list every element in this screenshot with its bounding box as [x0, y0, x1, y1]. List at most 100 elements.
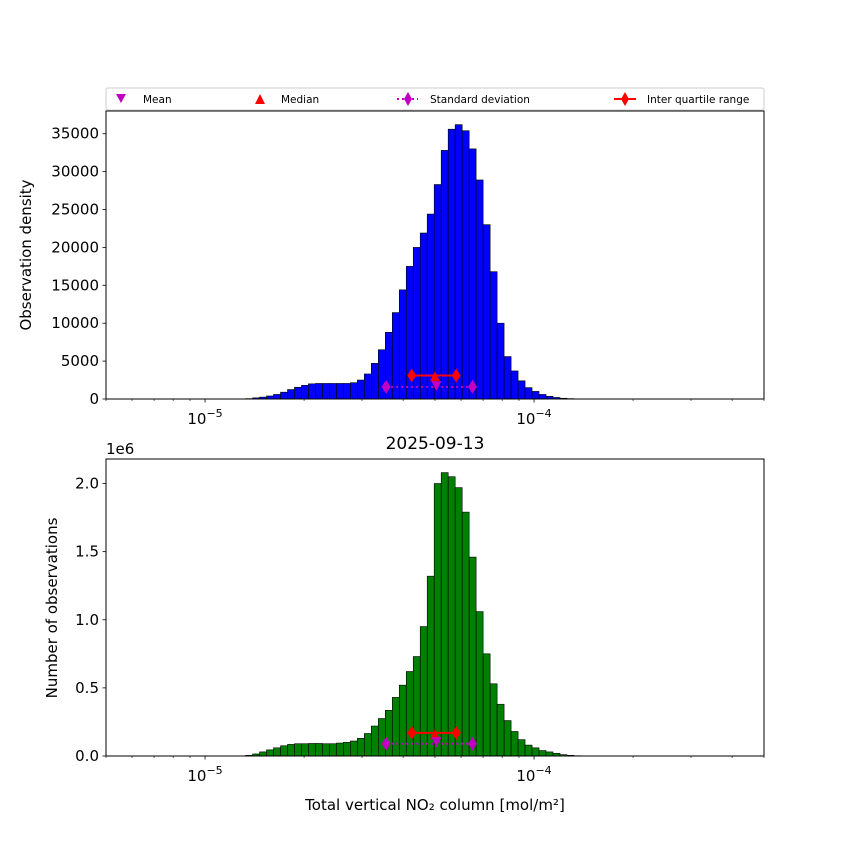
count-bar — [336, 742, 344, 757]
density-bars — [245, 124, 582, 400]
count-bar — [343, 742, 351, 757]
density-bar — [426, 213, 435, 400]
count-x-ticks: 10−5 10−4 — [105, 756, 765, 785]
density-median-marker — [430, 371, 440, 382]
count-bar — [329, 743, 337, 757]
density-bar — [301, 385, 309, 400]
count-bar — [524, 744, 533, 757]
density-y-tick-label: 15000 — [51, 276, 99, 294]
density-bar — [350, 382, 358, 400]
count-y-tick-label: 2.0 — [75, 475, 99, 493]
legend-frame — [105, 87, 765, 111]
density-bar — [524, 387, 533, 400]
density-x-tick-label: 10−4 — [516, 407, 551, 428]
density-bar — [398, 289, 407, 400]
density-bar — [454, 124, 463, 400]
count-bar — [440, 472, 449, 757]
density-bar — [510, 370, 519, 400]
density-bar — [531, 391, 540, 400]
density-bar — [280, 391, 288, 400]
density-y-tick-label: 10000 — [51, 314, 99, 332]
count-std-low-marker — [381, 736, 391, 751]
count-bar — [322, 743, 330, 757]
count-x-axis-label: Total vertical NO₂ column [mol/m²] — [304, 796, 565, 814]
density-chart: 0 5000 10000 15000 20000 25000 30000 35000 10−5… — [17, 110, 765, 428]
density-y-tick-label: 20000 — [51, 238, 99, 256]
density-std-low-marker — [381, 379, 391, 394]
density-bar — [482, 224, 491, 400]
count-bar — [531, 747, 540, 757]
count-bar — [378, 718, 386, 757]
density-bar — [378, 349, 386, 400]
density-bar — [315, 383, 323, 400]
legend: Mean Median Standard deviation Inter qua… — [105, 87, 765, 111]
count-bar — [447, 476, 456, 757]
density-bar — [475, 179, 484, 400]
density-bar — [461, 130, 470, 400]
density-bar — [496, 322, 505, 400]
count-bar — [419, 626, 428, 757]
count-bar — [398, 684, 407, 757]
density-bar — [489, 271, 498, 400]
density-bar — [538, 394, 547, 400]
count-bar — [412, 656, 421, 757]
density-bar — [433, 184, 442, 400]
density-iqr-low-marker — [407, 368, 417, 383]
count-y-offset-label: 1e6 — [106, 440, 134, 458]
density-std-high-marker — [467, 379, 477, 394]
density-bar — [357, 379, 365, 400]
legend-median-label: Median — [281, 94, 319, 106]
count-bar — [350, 740, 358, 757]
count-bar — [454, 487, 463, 757]
count-bar — [266, 749, 274, 757]
density-bar — [343, 383, 351, 400]
count-bar — [426, 575, 435, 757]
count-bar — [287, 744, 295, 757]
density-y-tick-label: 30000 — [51, 163, 99, 181]
count-std-high-marker — [467, 736, 477, 751]
legend-std-label: Standard deviation — [430, 94, 530, 106]
count-bar — [489, 683, 498, 757]
density-bar — [294, 386, 302, 400]
density-y-tick-label: 35000 — [51, 125, 99, 143]
count-bar — [503, 720, 512, 757]
count-bar — [294, 743, 302, 757]
count-stat-markers — [381, 725, 477, 751]
density-y-tick-label: 25000 — [51, 201, 99, 219]
count-y-tick-label: 1.0 — [75, 611, 99, 629]
count-y-axis-label: Number of observations — [43, 517, 61, 698]
count-y-tick-label: 0.5 — [75, 679, 99, 697]
count-bar — [273, 747, 281, 757]
count-bar — [259, 751, 267, 757]
legend-mean-label: Mean — [143, 94, 172, 106]
count-bar — [308, 743, 316, 757]
density-x-ticks: 10−5 10−4 — [105, 399, 765, 428]
density-stat-markers — [381, 368, 477, 394]
density-bar — [419, 232, 428, 400]
legend-median-marker — [255, 94, 265, 104]
count-x-tick-label: 10−5 — [187, 764, 222, 785]
density-bar — [287, 389, 295, 400]
density-iqr-high-marker — [451, 368, 461, 383]
legend-iqr-label: Inter quartile range — [647, 94, 749, 106]
count-bar — [468, 556, 477, 757]
count-bar — [538, 750, 547, 757]
count-bar — [371, 725, 379, 757]
density-bar — [468, 148, 477, 400]
count-bar — [482, 653, 491, 757]
density-bar — [322, 383, 330, 400]
density-bar — [440, 150, 449, 400]
density-bar — [308, 383, 316, 400]
count-median-marker — [430, 729, 440, 740]
density-bar — [517, 380, 526, 400]
count-y-ticks: 0.0 0.5 1.0 1.5 2.0 — [75, 475, 106, 765]
count-bar — [510, 731, 519, 757]
density-y-tick-label: 5000 — [61, 352, 99, 370]
count-bar — [461, 511, 470, 757]
count-mean-marker — [431, 737, 442, 748]
count-bar — [433, 483, 442, 757]
count-iqr-high-marker — [451, 725, 461, 740]
density-y-tick-label: 0 — [89, 390, 99, 408]
count-bar — [496, 703, 505, 757]
